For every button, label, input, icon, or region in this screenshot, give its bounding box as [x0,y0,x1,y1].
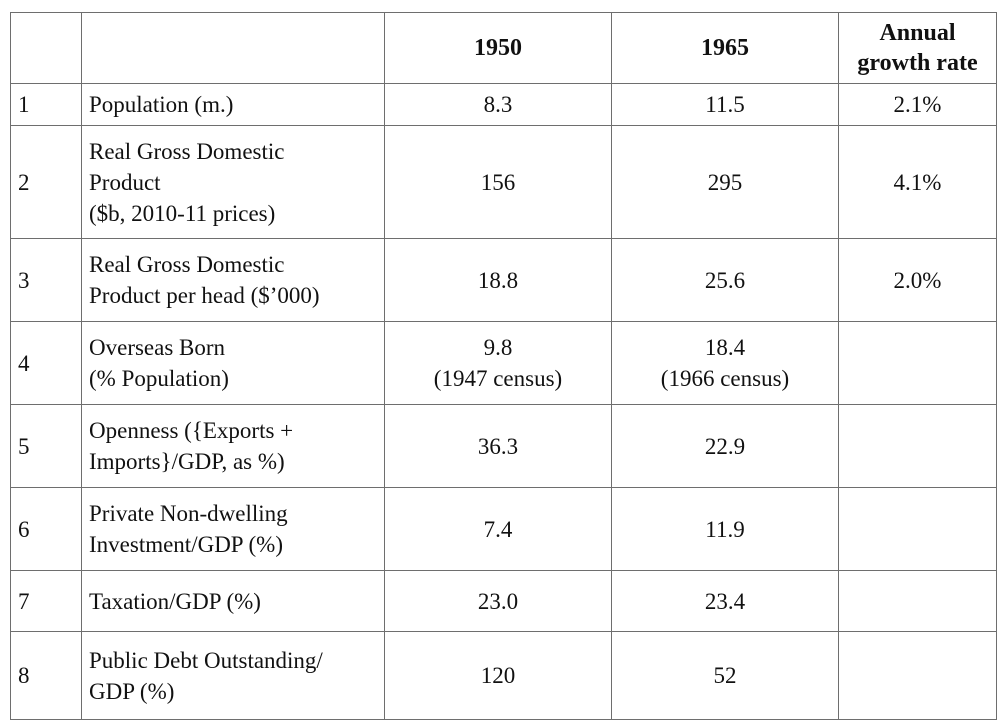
row-label: Real Gross Domestic Product per head ($’… [81,238,385,322]
growth-rate: 4.1% [838,125,997,239]
value-line: 9.8 [483,335,513,360]
value-line: 8.3 [483,92,513,117]
label-line: ($b, 2010-11 prices) [89,200,276,226]
table-row: 5 Openness ({Exports + Imports}/GDP, as … [10,404,997,488]
row-label: Private Non-dwelling Investment/GDP (%) [81,487,385,571]
table-row: 6 Private Non-dwelling Investment/GDP (%… [10,487,997,571]
value-line: 52 [713,663,737,688]
value-1950: 9.8 (1947 census) [384,321,612,405]
growth-rate [838,404,997,488]
header-1950: 1950 [384,12,612,84]
value-1950: 156 [384,125,612,239]
value-1950: 7.4 [384,487,612,571]
row-number: 6 [10,487,82,571]
value-line: 36.3 [477,433,519,459]
row-number: 4 [10,321,82,405]
row-number: 1 [10,83,82,126]
value-line: 11.5 [705,92,745,117]
value-1965: 25.6 [611,238,839,322]
label-line: Overseas Born [89,335,226,360]
value-1950: 36.3 [384,404,612,488]
row-number: 5 [10,404,82,488]
value-1965: 22.9 [611,404,839,488]
value-1965: 18.4 (1966 census) [611,321,839,405]
value-line: 22.9 [704,433,746,459]
value-1950: 23.0 [384,570,612,632]
header-1965: 1965 [611,12,839,84]
label-line: Public Debt Outstanding/ [89,647,323,673]
value-line: 156 [480,169,516,195]
label-line: (% Population) [89,366,229,391]
row-label: Taxation/GDP (%) [81,570,385,632]
value-line: 11.9 [705,516,745,542]
table-row: 7 Taxation/GDP (%) 23.0 23.4 [10,570,997,632]
header-growth-line: Annual [879,20,956,46]
table-row: 4 Overseas Born (% Population) 9.8 (1947… [10,321,997,405]
table-row: 2 Real Gross Domestic Product ($b, 2010-… [10,125,997,239]
label-line: Product [89,169,161,195]
table-row: 3 Real Gross Domestic Product per head (… [10,238,997,322]
label-line: GDP (%) [89,678,175,704]
value-line: 23.4 [704,588,746,614]
header-growth-line: growth rate [857,50,978,76]
growth-rate [838,321,997,405]
value-note: (1966 census) [660,366,790,391]
economic-indicators-table: 1950 1965 Annual growth rate 1 Populatio… [10,12,997,720]
growth-rate [838,487,997,571]
label-line: Real Gross Domestic [89,138,285,164]
value-note: (1947 census) [433,366,563,391]
value-line: 23.0 [477,588,519,614]
row-label: Public Debt Outstanding/ GDP (%) [81,631,385,720]
header-indicator [81,12,385,84]
value-1965: 11.5 [611,83,839,126]
label-line: Investment/GDP (%) [89,532,283,557]
table-header-row: 1950 1965 Annual growth rate [10,12,997,84]
table-row: 8 Public Debt Outstanding/ GDP (%) 120 5… [10,631,997,720]
value-1950: 120 [384,631,612,720]
header-annual-growth-rate: Annual growth rate [838,12,997,84]
value-line: 18.4 [704,335,746,360]
label-line: Private Non-dwelling [89,501,288,526]
value-line: 7.4 [483,516,513,542]
value-line: 295 [707,169,743,195]
row-number: 3 [10,238,82,322]
value-1965: 11.9 [611,487,839,571]
label-line: Openness ({Exports + [89,418,294,443]
value-line: 25.6 [704,267,746,293]
row-label: Overseas Born (% Population) [81,321,385,405]
table-row: 1 Population (m.) 8.3 11.5 2.1% [10,83,997,126]
row-number: 8 [10,631,82,720]
label-line: Product per head ($’000) [89,283,320,308]
row-number: 2 [10,125,82,239]
value-1965: 52 [611,631,839,720]
label-line: Imports}/GDP, as %) [89,449,285,474]
label-line: Real Gross Domestic [89,252,285,277]
growth-rate [838,570,997,632]
header-row-number [10,12,82,84]
value-1950: 18.8 [384,238,612,322]
value-1965: 295 [611,125,839,239]
row-label: Real Gross Domestic Product ($b, 2010-11… [81,125,385,239]
row-label: Openness ({Exports + Imports}/GDP, as %) [81,404,385,488]
value-1950: 8.3 [384,83,612,126]
row-number: 7 [10,570,82,632]
label-line: Population (m.) [89,92,234,117]
value-line: 120 [480,663,516,688]
value-1965: 23.4 [611,570,839,632]
value-line: 18.8 [477,267,519,293]
growth-rate [838,631,997,720]
growth-rate: 2.1% [838,83,997,126]
label-line: Taxation/GDP (%) [89,588,261,614]
row-label: Population (m.) [81,83,385,126]
growth-rate: 2.0% [838,238,997,322]
